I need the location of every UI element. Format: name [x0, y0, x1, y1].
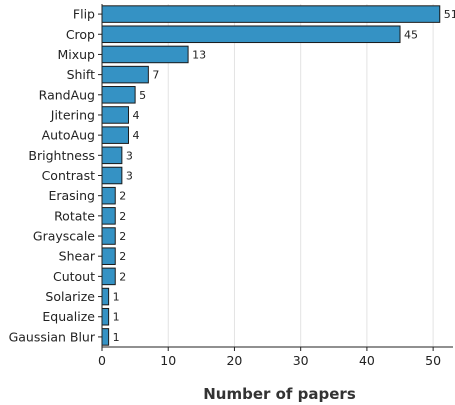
x-axis-ticks: 0 10 20 30 40 50 — [98, 347, 441, 368]
data-label: 2 — [119, 190, 126, 203]
data-label: 2 — [119, 230, 126, 243]
data-label: 1 — [113, 331, 120, 344]
data-label: 1 — [113, 291, 120, 304]
x-tick-label: 40 — [359, 353, 375, 368]
bar-flip — [101, 5, 441, 23]
category-label: RandAug — [39, 87, 95, 102]
bar-mixup — [101, 45, 189, 64]
category-label: Flip — [73, 7, 95, 22]
x-tick-label: 20 — [226, 353, 242, 368]
bar-autoaug — [101, 126, 129, 144]
category-label: Rotate — [54, 208, 95, 223]
data-label: 4 — [132, 129, 139, 142]
category-label: Equalize — [42, 309, 95, 324]
data-label: 3 — [126, 149, 133, 162]
bar-jitering — [101, 106, 129, 124]
data-label: 2 — [119, 270, 126, 283]
bar-grayscale — [101, 227, 116, 245]
data-label: 7 — [152, 69, 159, 82]
data-label: 2 — [119, 250, 126, 263]
bar-solarize — [101, 287, 110, 306]
category-label: AutoAug — [42, 128, 95, 143]
x-tick-label: 10 — [160, 353, 176, 368]
category-label: Solarize — [45, 289, 95, 304]
category-label: Mixup — [57, 47, 95, 62]
category-label: Cutout — [53, 269, 95, 284]
category-label: Contrast — [42, 168, 96, 183]
bar-randaug — [101, 86, 136, 104]
category-label: Shear — [59, 249, 96, 264]
bar-crop — [101, 25, 401, 44]
category-label: Crop — [66, 27, 95, 42]
category-label: Brightness — [28, 148, 95, 163]
data-label: 3 — [126, 170, 133, 183]
category-label: Shift — [67, 67, 96, 82]
bar-cutout — [101, 267, 116, 286]
data-label: 1 — [113, 311, 120, 324]
data-label: 5 — [139, 89, 146, 102]
bar-erasing — [101, 186, 116, 205]
category-labels: Flip Crop Mixup Shift RandAug Jitering AutoAug… — [9, 7, 102, 344]
x-tick-label: 30 — [293, 353, 309, 368]
bar-rotate — [101, 207, 116, 225]
category-label: Erasing — [48, 188, 95, 203]
bar-brightness — [101, 146, 123, 165]
data-label: 51 — [444, 8, 455, 21]
bar-gaussian-blur — [101, 328, 110, 346]
x-axis-title: Number of papers — [203, 385, 356, 403]
data-label: 4 — [132, 109, 139, 122]
x-tick-label: 50 — [425, 353, 441, 368]
category-label: Grayscale — [33, 229, 95, 244]
bars — [101, 5, 441, 346]
x-tick-label: 0 — [98, 353, 106, 368]
data-label: 13 — [192, 48, 206, 61]
category-label: Gaussian Blur — [9, 329, 96, 344]
category-label: Jitering — [50, 107, 95, 122]
bar-equalize — [101, 307, 110, 326]
bar-shear — [101, 247, 116, 265]
data-label: 45 — [404, 28, 418, 41]
bar-contrast — [101, 166, 123, 185]
bar-shift — [101, 65, 149, 84]
grid-lines — [167, 4, 434, 347]
data-label: 2 — [119, 210, 126, 223]
